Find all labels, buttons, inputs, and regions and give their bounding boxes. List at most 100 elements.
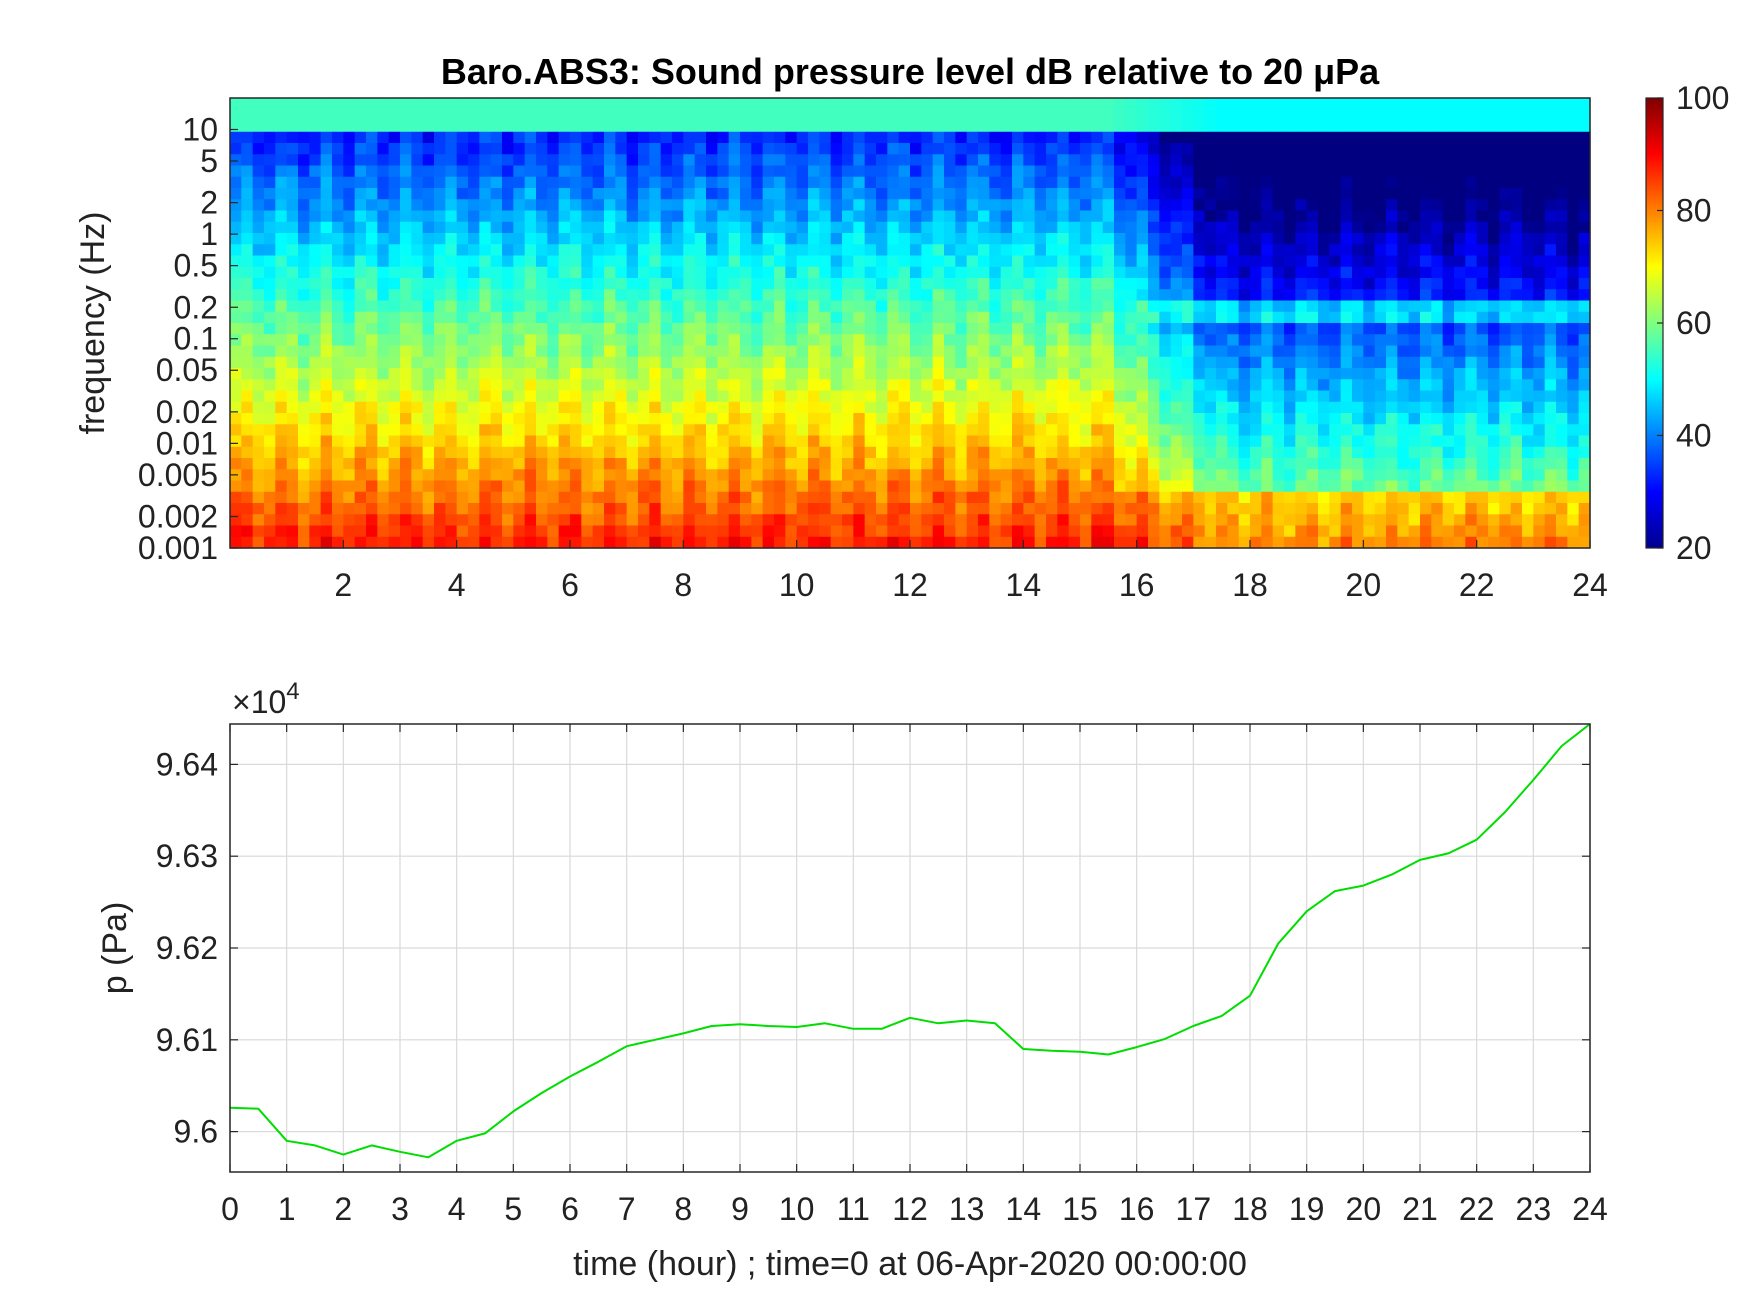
spectrogram-cell (1102, 469, 1115, 482)
spectrogram-cell (479, 514, 492, 527)
spectrogram-cell (966, 390, 979, 403)
spectrogram-cell (1284, 536, 1296, 549)
spectrogram-cell (1431, 233, 1444, 245)
spectrogram-cell (944, 266, 956, 279)
spectrogram-cell (1034, 536, 1047, 549)
spectrogram-cell (638, 244, 650, 257)
spectrogram-cell (944, 188, 956, 200)
spectrogram-cell (524, 188, 537, 200)
spectrogram-cell (921, 131, 934, 144)
spectrogram-cell (1148, 525, 1160, 538)
spectrogram-cell (1329, 446, 1342, 459)
spectrogram-cell (1261, 300, 1274, 313)
spectrogram-cell (524, 98, 537, 110)
spectrogram-cell (1465, 278, 1478, 290)
spectrogram-cell (1499, 210, 1512, 223)
spectrogram-cell (241, 435, 254, 448)
spectrogram-cell (332, 390, 344, 403)
spectrogram-cell (660, 480, 673, 493)
spectrogram-cell (864, 109, 877, 122)
spectrogram-cell (989, 289, 1002, 302)
spectrogram-cell (524, 311, 537, 324)
spectrogram-cell (490, 345, 503, 358)
spectrogram-cell (1114, 165, 1126, 178)
spectrogram-cell (332, 255, 344, 268)
spectrogram-cell (1567, 233, 1580, 245)
spectrogram-cell (1000, 233, 1013, 245)
spectrogram-cell (672, 345, 684, 358)
spectrogram-cell (1023, 154, 1036, 167)
spectrogram-cell (230, 233, 242, 245)
spectrogram-cell (876, 446, 888, 459)
spectrogram-cell (388, 255, 401, 268)
spectrogram-cell (524, 525, 537, 538)
spectrogram-cell (366, 536, 378, 549)
spectrogram-cell (751, 413, 764, 425)
spectrogram-cell (830, 266, 843, 279)
spectrogram-cell (1374, 255, 1387, 268)
spectrogram-cell (275, 289, 288, 302)
spectrogram-cell (309, 480, 322, 493)
spectrogram-cell (842, 323, 854, 335)
spectrogram-cell (1510, 491, 1523, 504)
spectrogram-cell (1080, 221, 1092, 234)
spectrogram-cell (354, 154, 367, 167)
spectrogram-cell (626, 491, 639, 504)
spectrogram-cell (1329, 480, 1342, 493)
spectrogram-cell (1080, 176, 1092, 189)
spectrogram-cell (1578, 424, 1591, 437)
spectrogram-cell (275, 413, 288, 425)
spectrogram-cell (830, 424, 843, 437)
spectrogram-cell (536, 435, 548, 448)
spectrogram-cell (570, 491, 582, 504)
spectrogram-cell (434, 199, 446, 212)
spectrogram-cell (1102, 458, 1115, 470)
spectrogram-cell (1340, 401, 1353, 414)
spectrogram-cell (989, 446, 1002, 459)
spectrogram-cell (1102, 188, 1115, 200)
spectrogram-cell (1238, 154, 1251, 167)
spectrogram-cell (683, 154, 696, 167)
spectrogram-cell (1363, 368, 1376, 380)
spectrogram-cell (411, 255, 424, 268)
spectrogram-cell (1012, 514, 1024, 527)
spectrogram-cell (876, 176, 888, 189)
spectrogram-cell (1204, 266, 1217, 279)
spectrogram-cell (830, 188, 843, 200)
spectrogram-cell (320, 446, 333, 459)
spectrogram-cell (876, 210, 888, 223)
spectrogram-cell (1170, 199, 1183, 212)
spectrogram-cell (955, 413, 968, 425)
spectrogram-cell (819, 233, 832, 245)
spectrogram-cell (298, 143, 310, 155)
spectrogram-cell (740, 514, 752, 527)
spectrogram-cell (706, 435, 718, 448)
spectrogram-cell (1295, 176, 1308, 189)
spectrogram-cell (411, 143, 424, 155)
spectrogram-cell (740, 368, 752, 380)
spectrogram-cell (1284, 98, 1296, 110)
spectrogram-cell (1556, 120, 1568, 133)
spectrogram-cell (524, 379, 537, 392)
spectrogram-cell (286, 356, 299, 369)
spectrogram-cell (1465, 255, 1478, 268)
spectrogram-cell (683, 435, 696, 448)
spectrogram-cell (1091, 188, 1104, 200)
spectrogram-cell (230, 368, 242, 380)
spectrogram-cell (1397, 514, 1410, 527)
spectrogram-cell (1408, 255, 1421, 268)
spectrogram-cell (570, 199, 582, 212)
spectrogram-cell (343, 255, 356, 268)
spectrogram-cell (1080, 379, 1092, 392)
spectrogram-cell (490, 390, 503, 403)
spectrogram-cell (1454, 368, 1466, 380)
spectrogram-cell (252, 525, 265, 538)
spectrogram-cell (649, 424, 662, 437)
spectrogram-cell (1374, 199, 1387, 212)
spectrogram-cell (1034, 98, 1047, 110)
spectrogram-cell (1080, 413, 1092, 425)
spectrogram-cell (513, 143, 526, 155)
spectrogram-cell (1148, 255, 1160, 268)
spectrogram-cell (694, 525, 707, 538)
spectrogram-cell (1091, 480, 1104, 493)
